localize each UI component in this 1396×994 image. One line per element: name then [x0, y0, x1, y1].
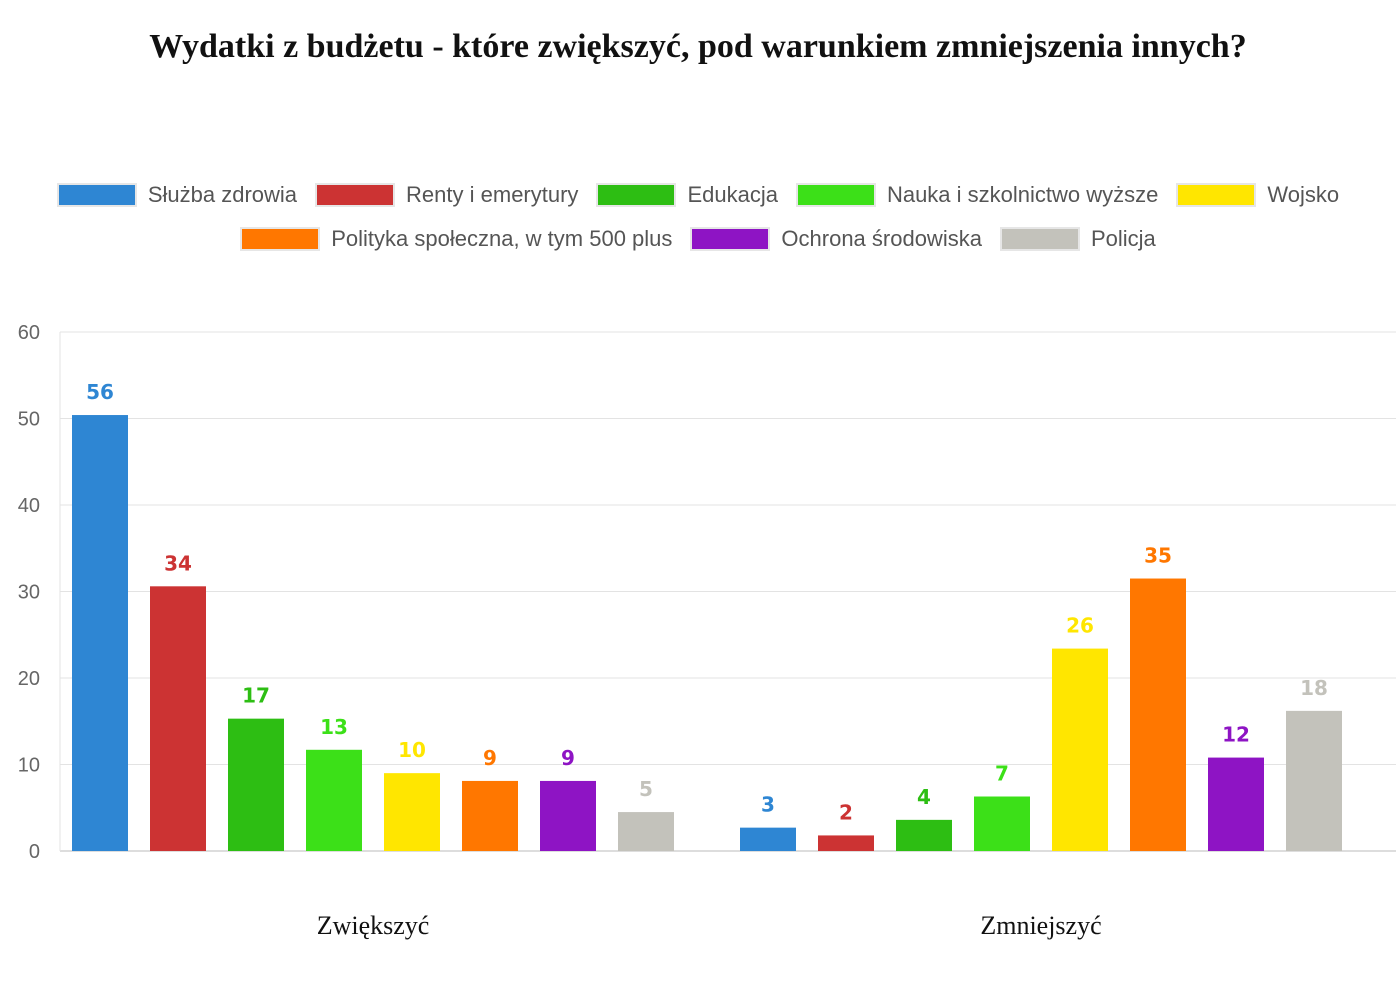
legend-item[interactable]: Wojsko: [1176, 182, 1339, 208]
legend-item[interactable]: Policja: [999, 226, 1156, 252]
legend-swatch: [240, 227, 321, 251]
legend-label: Służba zdrowia: [147, 182, 298, 207]
legend-swatch: [315, 183, 396, 207]
data-label: 35: [1144, 544, 1172, 568]
data-label: 10: [398, 738, 426, 762]
bar: [228, 718, 284, 851]
legend-item[interactable]: Edukacja: [596, 182, 778, 208]
bar: [818, 835, 874, 851]
chart-title: Wydatki z budżetu - które zwiększyć, pod…: [149, 28, 1247, 65]
data-label: 18: [1300, 676, 1328, 700]
legend-item[interactable]: Nauka i szkolnictwo wyższe: [795, 182, 1159, 208]
legend-label: Renty i emerytury: [406, 182, 579, 207]
x-category-label: Zwiększyć: [317, 911, 430, 940]
legend-label: Wojsko: [1267, 182, 1340, 207]
legend-swatch: [1176, 183, 1257, 207]
data-label: 56: [86, 380, 114, 404]
data-label: 3: [761, 793, 775, 817]
y-tick-label: 40: [18, 495, 40, 517]
bar: [306, 749, 362, 851]
legend-item[interactable]: Ochrona środowiska: [690, 226, 982, 252]
data-label: 26: [1066, 614, 1094, 638]
legend-swatch: [999, 227, 1080, 251]
bar: [896, 819, 952, 851]
bar: [1286, 710, 1342, 851]
data-label: 34: [164, 551, 192, 575]
bar: [72, 415, 128, 851]
bar: [974, 796, 1030, 851]
y-tick-label: 60: [18, 322, 40, 344]
data-label: 2: [839, 800, 853, 824]
data-label: 7: [995, 762, 1009, 786]
legend-item[interactable]: Służba zdrowia: [56, 182, 298, 208]
legend-swatch: [56, 183, 137, 207]
bar: [618, 812, 674, 851]
data-label: 4: [917, 785, 931, 809]
legend-swatch: [596, 183, 677, 207]
y-tick-label: 50: [18, 409, 40, 431]
bar: [740, 827, 796, 851]
bar: [462, 780, 518, 851]
legend-label: Ochrona środowiska: [781, 226, 982, 251]
data-label: 17: [242, 684, 270, 708]
legend-item[interactable]: Renty i emerytury: [315, 182, 578, 208]
y-tick-label: 30: [18, 582, 40, 604]
bar: [150, 586, 206, 851]
legend: Służba zdrowia Renty i emerytury Edukacja N…: [0, 182, 1396, 208]
y-tick-label: 10: [18, 755, 40, 777]
bar: [540, 780, 596, 851]
y-tick-label: 0: [29, 841, 40, 863]
legend-swatch: [690, 227, 771, 251]
data-label: 9: [561, 746, 575, 770]
bar: [384, 773, 440, 851]
legend-item[interactable]: Polityka społeczna, w tym 500 plus: [240, 226, 672, 252]
legend: Polityka społeczna, w tym 500 plus Ochron…: [0, 226, 1396, 252]
legend-label: Policja: [1090, 226, 1156, 251]
bar: [1052, 648, 1108, 851]
legend-swatch: [795, 183, 876, 207]
data-label: 5: [639, 777, 653, 801]
data-label: 13: [320, 715, 348, 739]
bar: [1130, 578, 1186, 851]
data-label: 9: [483, 746, 497, 770]
legend-label: Nauka i szkolnictwo wyższe: [886, 182, 1159, 207]
y-tick-label: 20: [18, 668, 40, 690]
x-category-label: Zmniejszyć: [980, 911, 1101, 940]
data-label: 12: [1222, 723, 1250, 747]
bar: [1208, 757, 1264, 851]
legend-label: Polityka społeczna, w tym 500 plus: [331, 226, 673, 251]
legend-label: Edukacja: [687, 182, 778, 207]
